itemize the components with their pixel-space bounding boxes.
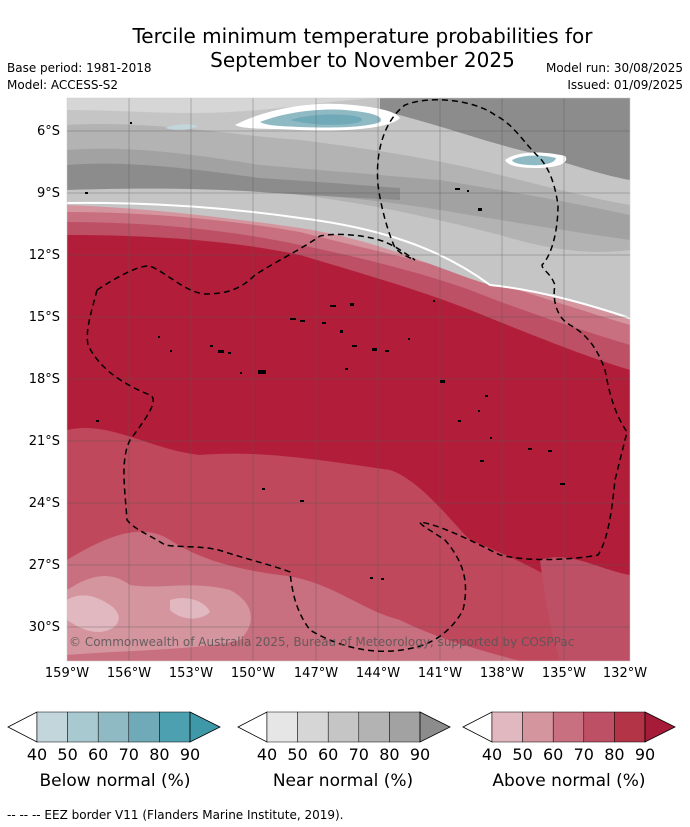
legend-title-near-normal: Near normal (%) xyxy=(272,771,414,791)
below-normal-60-east xyxy=(512,155,556,166)
category-boundary xyxy=(67,201,630,319)
lon-label: 144°W xyxy=(355,666,401,681)
map-title: Tercile minimum temperature probabilitie… xyxy=(0,24,690,72)
legend-near-normal-bar xyxy=(237,711,451,743)
lat-label: 30°S xyxy=(28,620,60,635)
map-title-line2: September to November 2025 xyxy=(210,48,515,72)
legend-tick: 70 xyxy=(348,745,369,764)
legend-tick: 70 xyxy=(573,745,594,764)
lon-label: 138°W xyxy=(479,666,525,681)
lon-label: 147°W xyxy=(293,666,339,681)
legend-tick: 40 xyxy=(481,745,503,764)
legend-tick: 50 xyxy=(287,745,308,764)
lat-label: 27°S xyxy=(28,558,60,573)
lon-label: 153°W xyxy=(168,666,214,681)
lat-label: 21°S xyxy=(28,434,60,449)
issued-date: Issued: 01/09/2025 xyxy=(567,78,683,92)
gridlines xyxy=(67,98,630,661)
above-normal-40-patch xyxy=(170,598,210,619)
lon-label: 150°W xyxy=(230,666,276,681)
model-run: Model run: 30/08/2025 xyxy=(545,61,683,75)
legend-title-below-normal: Below normal (%) xyxy=(39,771,191,791)
legend-tick: 60 xyxy=(543,745,564,764)
lat-label: 18°S xyxy=(28,372,60,387)
near-normal-50-north xyxy=(67,98,380,113)
lon-label: 132°W xyxy=(602,666,648,681)
legend-tick: 90 xyxy=(634,745,656,764)
base-period: Base period: 1981-2018 xyxy=(7,61,152,75)
eez-border xyxy=(86,99,628,652)
legend-below-normal-bar xyxy=(7,711,221,743)
legend-tick: 40 xyxy=(26,745,48,764)
legend-tick: 40 xyxy=(256,745,278,764)
islands xyxy=(85,122,565,580)
lon-label: 135°W xyxy=(541,666,587,681)
legend-tick: 90 xyxy=(179,745,201,764)
legend-tick: 60 xyxy=(88,745,109,764)
lat-label: 24°S xyxy=(28,496,60,511)
lat-label: 6°S xyxy=(36,124,60,139)
legend-tick: 80 xyxy=(379,745,400,764)
lat-label: 15°S xyxy=(28,310,60,325)
copyright-notice: © Commonwealth of Australia 2025, Bureau… xyxy=(69,635,575,649)
lon-label: 141°W xyxy=(417,666,463,681)
legend-tick: 50 xyxy=(512,745,533,764)
above-normal-50-southwest xyxy=(67,575,251,655)
legend-tick: 80 xyxy=(149,745,170,764)
legend-above-normal-bar xyxy=(462,711,676,743)
near-normal-90-band xyxy=(67,163,400,200)
above-normal-40-southwest xyxy=(67,595,119,632)
map-frame xyxy=(66,97,631,662)
lon-label: 159°W xyxy=(44,666,90,681)
legend-tick: 60 xyxy=(318,745,339,764)
legend-tick: 50 xyxy=(57,745,78,764)
below-normal-40-west xyxy=(165,124,198,130)
legend-tick: 80 xyxy=(604,745,625,764)
model-name: Model: ACCESS-S2 xyxy=(7,78,119,92)
lon-label: 156°W xyxy=(106,666,152,681)
near-normal-90-northeast xyxy=(380,98,630,180)
lat-label: 9°S xyxy=(36,186,60,201)
legend-tick: 90 xyxy=(409,745,431,764)
legend-tick: 70 xyxy=(118,745,139,764)
legend-title-above-normal: Above normal (%) xyxy=(492,771,646,791)
eez-footnote: -- -- -- EEZ border V11 (Flanders Marine… xyxy=(7,808,344,822)
lat-label: 12°S xyxy=(28,248,60,263)
map-title-line1: Tercile minimum temperature probabilitie… xyxy=(132,24,593,48)
above-normal-70-southeast xyxy=(540,557,630,661)
below-normal-70-north xyxy=(290,114,362,125)
